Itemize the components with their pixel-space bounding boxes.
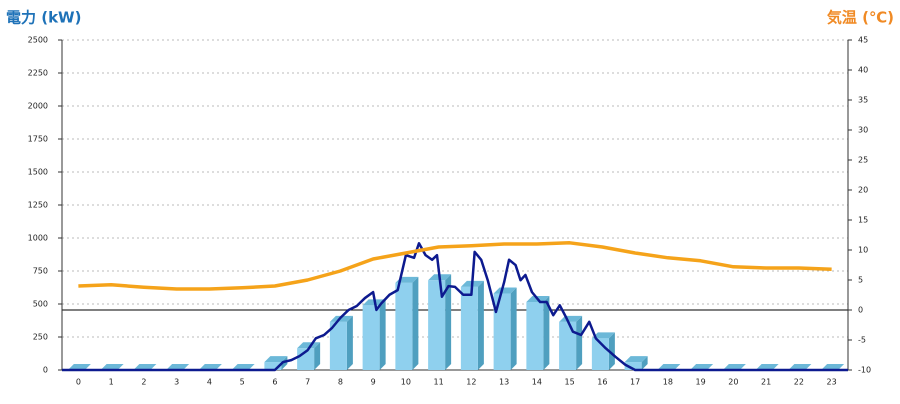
x-tick-label: 16 — [597, 378, 607, 387]
x-tick-label: 8 — [338, 378, 343, 387]
bar — [493, 293, 511, 370]
bar — [362, 305, 380, 370]
bar-top — [821, 364, 845, 370]
power-line — [62, 242, 848, 372]
y-tick-label: 0 — [43, 366, 48, 375]
y-tick-label: 750 — [33, 267, 48, 276]
bar-top — [329, 315, 353, 322]
y2-tick-label: -5 — [858, 336, 866, 345]
x-tick-label: 3 — [174, 378, 179, 387]
y-tick-label: 1500 — [28, 168, 48, 177]
bar-top — [493, 287, 517, 294]
y2-tick-label: 5 — [858, 276, 863, 285]
bar-top — [166, 364, 190, 370]
bar — [526, 302, 544, 370]
bar-top — [657, 364, 681, 370]
x-tick-label: 13 — [499, 378, 509, 387]
bar-top — [67, 364, 91, 370]
x-tick-label: 15 — [565, 378, 575, 387]
temperature-line — [78, 241, 832, 291]
bar-side — [576, 315, 583, 370]
bar — [559, 321, 577, 370]
x-tick-label: 2 — [141, 378, 146, 387]
bar — [264, 362, 282, 370]
x-tick-label: 19 — [696, 378, 706, 387]
bar-top — [591, 332, 615, 339]
x-tick-label: 7 — [305, 378, 310, 387]
bar-side — [641, 356, 648, 370]
bar-top — [133, 364, 157, 370]
bar-top — [755, 364, 779, 370]
bar-top — [100, 364, 124, 370]
x-tick-label: 21 — [761, 378, 771, 387]
bar-top — [788, 364, 812, 370]
y2-tick-label: 30 — [858, 126, 868, 135]
y2-title: 気温 (℃) — [827, 9, 894, 27]
bar-top — [231, 364, 255, 370]
y2-tick-label: 10 — [858, 246, 868, 255]
bar — [395, 282, 413, 370]
y2-tick-label: 20 — [858, 186, 868, 195]
x-tick-label: 23 — [827, 378, 837, 387]
bar-side — [543, 296, 550, 370]
y-tick-label: 500 — [33, 300, 48, 309]
y2-tick-label: 0 — [858, 306, 863, 315]
bar-top — [690, 364, 714, 370]
y-tick-label: 2500 — [28, 36, 48, 45]
bar-side — [608, 332, 615, 370]
y2-tick-label: -10 — [858, 366, 871, 375]
x-tick-label: 22 — [794, 378, 804, 387]
x-tick-label: 0 — [76, 378, 81, 387]
y-tick-label: 2000 — [28, 102, 48, 111]
bar-side — [510, 287, 517, 370]
bar-side — [445, 274, 452, 370]
bar-top — [297, 342, 321, 349]
y-tick-label: 2250 — [28, 69, 48, 78]
x-tick-label: 4 — [207, 378, 212, 387]
chart-title: 電力 (kW) — [6, 9, 81, 27]
x-tick-label: 17 — [630, 378, 640, 387]
x-tick-label: 6 — [272, 378, 277, 387]
y-tick-label: 1750 — [28, 135, 48, 144]
y-tick-label: 250 — [33, 333, 48, 342]
y2-tick-label: 45 — [858, 36, 868, 45]
bar-top — [198, 364, 222, 370]
x-tick-label: 9 — [371, 378, 376, 387]
x-tick-label: 10 — [401, 378, 411, 387]
bar-side — [412, 276, 419, 370]
bar — [624, 362, 642, 370]
y2-tick-label: 25 — [858, 156, 868, 165]
bar — [329, 321, 347, 370]
y2-tick-label: 15 — [858, 216, 868, 225]
bar-top — [264, 356, 288, 363]
bar — [428, 280, 446, 370]
x-tick-label: 11 — [434, 378, 444, 387]
x-tick-label: 14 — [532, 378, 542, 387]
y-tick-label: 1000 — [28, 234, 48, 243]
x-tick-label: 1 — [109, 378, 114, 387]
x-tick-label: 18 — [663, 378, 673, 387]
y2-tick-label: 40 — [858, 66, 868, 75]
bar — [460, 286, 478, 370]
bar-top — [624, 356, 648, 363]
bar-side — [346, 315, 353, 370]
x-tick-label: 5 — [240, 378, 245, 387]
y2-tick-label: 35 — [858, 96, 868, 105]
bar-side — [379, 299, 386, 370]
bar-top — [722, 364, 746, 370]
x-tick-label: 12 — [466, 378, 476, 387]
y-tick-label: 1250 — [28, 201, 48, 210]
bar-side — [477, 280, 484, 370]
x-tick-label: 20 — [728, 378, 738, 387]
bar-side — [314, 342, 321, 370]
